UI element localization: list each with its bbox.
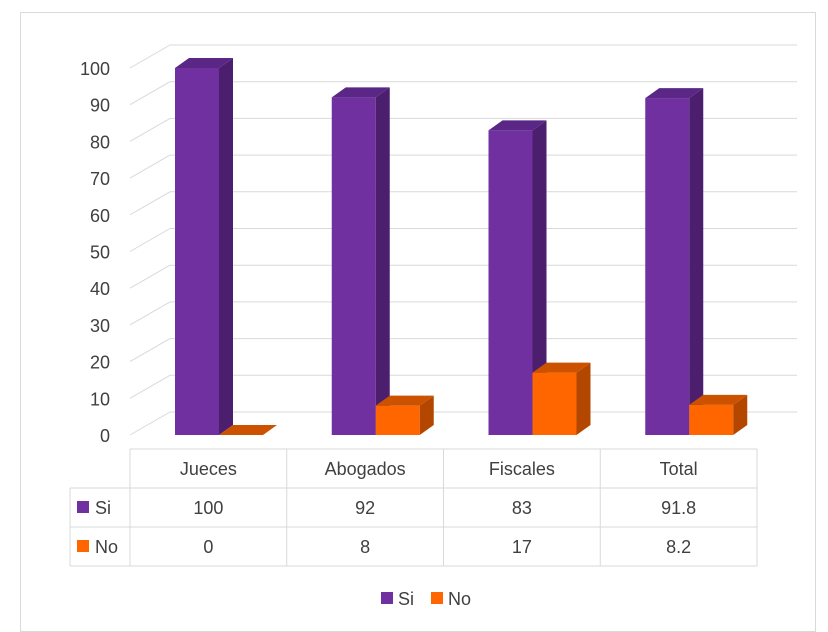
bar-no-total xyxy=(689,404,734,435)
table-series-label: No xyxy=(95,537,118,557)
category-label: Total xyxy=(660,459,698,479)
gridline-diagonal xyxy=(129,411,171,436)
table-value: 100 xyxy=(193,498,223,518)
y-tick-label: 100 xyxy=(80,59,110,79)
legend-label: No xyxy=(448,589,471,609)
category-label: Fiscales xyxy=(489,459,555,479)
bar-side-no-total xyxy=(733,394,748,435)
category-label: Abogados xyxy=(325,459,406,479)
bar-top-no-jueces xyxy=(219,425,277,435)
table-value: 8 xyxy=(360,537,370,557)
bar-side-si-fiscales xyxy=(532,120,547,435)
y-tick-label: 50 xyxy=(90,243,110,263)
table-value: 17 xyxy=(512,537,532,557)
bar-top-si-jueces xyxy=(175,58,233,68)
table-value: 0 xyxy=(203,537,213,557)
y-tick-label: 70 xyxy=(90,169,110,189)
category-label: Jueces xyxy=(180,459,237,479)
bar-si-abogados xyxy=(331,97,376,436)
y-tick-label: 90 xyxy=(90,96,110,116)
legend-label: Si xyxy=(398,589,414,609)
y-tick-label: 20 xyxy=(90,353,110,373)
bar-si-total xyxy=(645,98,690,436)
legend-key-si xyxy=(381,592,393,604)
gridline-diagonal xyxy=(129,154,171,179)
bar-top-si-abogados xyxy=(331,87,390,98)
y-tick-label: 80 xyxy=(90,132,110,152)
gridline-diagonal xyxy=(129,374,171,399)
table-value: 91.8 xyxy=(661,498,696,518)
gridline-diagonal xyxy=(129,338,171,363)
bar-si-jueces xyxy=(175,68,219,435)
table-legend-key-si xyxy=(77,501,89,513)
y-tick-label: 30 xyxy=(90,316,110,336)
table-value: 92 xyxy=(355,498,375,518)
bar-top-si-fiscales xyxy=(488,120,547,131)
bar-top-si-total xyxy=(645,88,704,99)
bar-side-si-total xyxy=(689,88,704,436)
bar-si-fiscales xyxy=(488,130,533,435)
table-value: 83 xyxy=(512,498,532,518)
bar-no-fiscales xyxy=(532,372,577,435)
y-tick-label: 10 xyxy=(90,389,110,409)
bar-no-abogados xyxy=(375,405,420,435)
bar-top-no-total xyxy=(689,394,748,405)
gridline-diagonal xyxy=(129,264,171,289)
bar-side-no-fiscales xyxy=(576,362,591,435)
gridline-diagonal xyxy=(129,81,171,106)
gridline-diagonal xyxy=(129,191,171,216)
y-tick-label: 40 xyxy=(90,279,110,299)
bar-top-no-abogados xyxy=(375,395,434,406)
table-value: 8.2 xyxy=(666,537,691,557)
bar-top-no-fiscales xyxy=(532,362,591,373)
gridline-diagonal xyxy=(129,44,171,69)
y-tick-label: 0 xyxy=(100,426,110,446)
legend-key-no xyxy=(431,592,443,604)
bar-side-si-abogados xyxy=(375,87,390,436)
table-legend-key-no xyxy=(77,540,89,552)
gridline-diagonal xyxy=(129,228,171,252)
bar-side-no-abogados xyxy=(419,395,434,435)
y-tick-label: 60 xyxy=(90,206,110,226)
gridline-diagonal xyxy=(129,117,171,142)
table-series-label: Si xyxy=(95,498,111,518)
gridline-diagonal xyxy=(129,301,171,326)
bar-side-si-jueces xyxy=(219,58,233,435)
